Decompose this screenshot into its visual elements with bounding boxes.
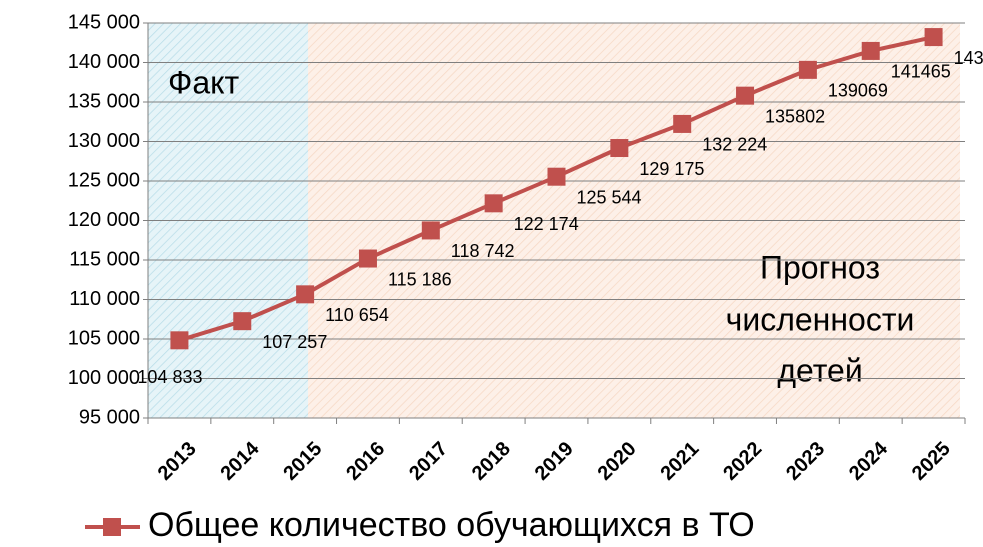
x-tick-label: 2023	[782, 438, 829, 485]
data-label: 122 174	[514, 214, 579, 234]
data-label: 141465	[891, 62, 951, 82]
data-label: 143218	[954, 48, 983, 68]
marker	[233, 312, 252, 331]
data-label: 115 186	[388, 269, 452, 289]
marker	[924, 28, 943, 47]
y-tick-label: 130 000	[68, 130, 140, 152]
data-label: 139069	[828, 81, 888, 101]
x-tick-label: 2014	[217, 437, 265, 485]
legend-label: Общее количество обучающихся в ТО	[148, 506, 755, 544]
x-tick-label: 2018	[468, 438, 515, 485]
marker	[798, 60, 817, 79]
marker	[170, 331, 189, 350]
y-tick-label: 120 000	[68, 209, 140, 231]
marker	[673, 114, 692, 133]
x-tick-label: 2019	[531, 438, 578, 485]
x-tick-label: 2016	[342, 438, 389, 485]
x-tick-label: 2024	[845, 437, 893, 485]
data-label: 135802	[765, 106, 825, 126]
marker	[484, 194, 503, 213]
x-tick-label: 2022	[719, 438, 766, 485]
y-tick-label: 135 000	[68, 90, 140, 112]
marker	[861, 41, 880, 60]
x-tick-label: 2020	[594, 438, 641, 485]
y-tick-label: 140 000	[68, 51, 140, 73]
x-tick-label: 2015	[279, 438, 326, 485]
y-tick-label: 125 000	[68, 169, 140, 191]
annotation: численности	[726, 301, 915, 337]
marker	[358, 249, 377, 268]
marker	[547, 167, 566, 186]
marker	[296, 285, 315, 304]
annotation: Прогноз	[760, 249, 880, 285]
marker	[736, 86, 755, 105]
x-tick-label: 2013	[154, 438, 201, 485]
legend-marker	[103, 518, 121, 536]
marker	[421, 221, 440, 240]
marker	[610, 139, 629, 158]
annotation: детей	[777, 352, 862, 388]
y-tick-label: 115 000	[69, 248, 140, 270]
y-tick-label: 105 000	[68, 327, 140, 349]
data-label: 107 257	[262, 332, 327, 352]
y-tick-label: 100 000	[68, 367, 140, 389]
data-label: 104 833	[137, 367, 202, 387]
data-label: 132 224	[702, 135, 767, 155]
data-label: 110 654	[325, 305, 389, 325]
data-label: 125 544	[577, 187, 642, 207]
annotation: Факт	[168, 64, 239, 100]
x-tick-label: 2017	[405, 438, 452, 485]
y-tick-label: 110 000	[69, 288, 140, 310]
data-label: 129 175	[639, 159, 704, 179]
x-tick-label: 2021	[656, 438, 703, 485]
x-tick-label: 2025	[908, 438, 955, 485]
y-tick-label: 95 000	[79, 406, 140, 428]
y-tick-label: 145 000	[68, 11, 140, 33]
data-label: 118 742	[451, 241, 515, 261]
